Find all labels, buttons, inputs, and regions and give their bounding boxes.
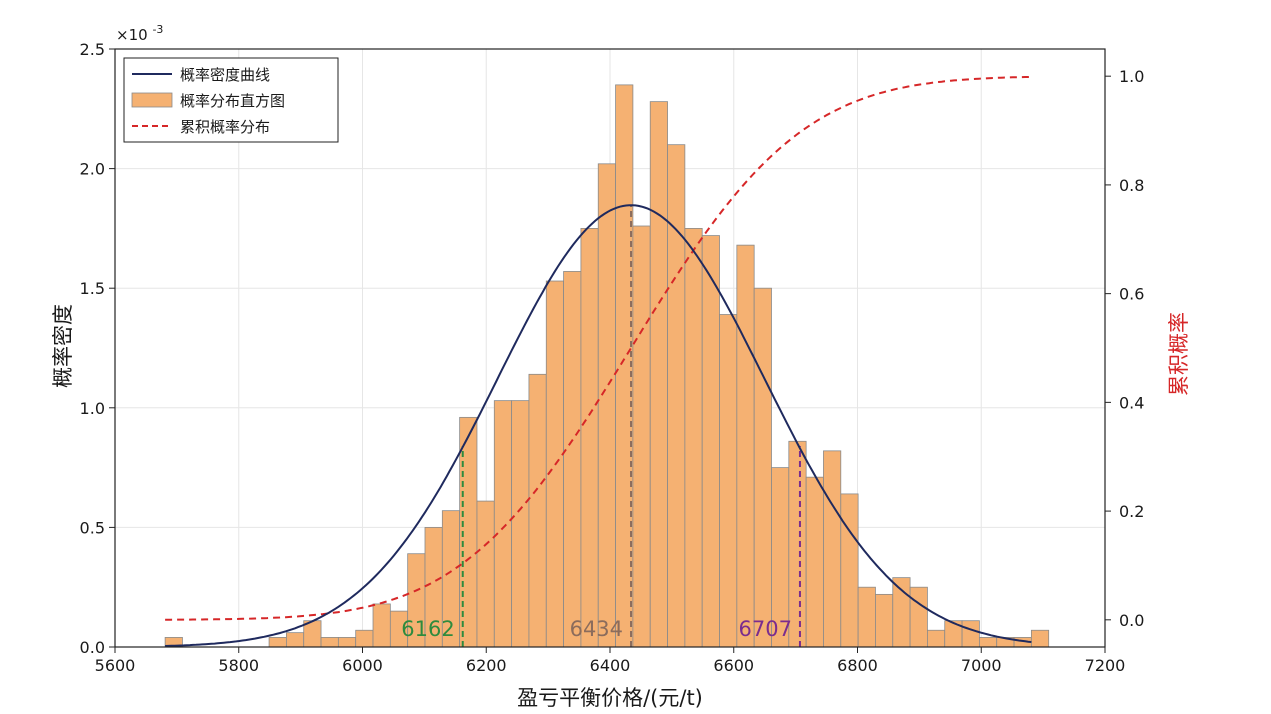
y-axis-right-title: 累积概率 [1167, 312, 1191, 396]
histogram-bar [268, 637, 287, 648]
x-tick-label: 5600 [95, 656, 136, 675]
marker-label: 6162 [401, 617, 454, 641]
x-tick-label: 5800 [218, 656, 259, 675]
histogram-bar [372, 603, 391, 648]
histogram-bar [528, 373, 547, 648]
histogram-bar [961, 620, 980, 648]
histogram-bar [580, 227, 599, 648]
histogram-bar [978, 637, 998, 648]
histogram-bar [285, 632, 305, 648]
histogram-bar [909, 586, 928, 648]
x-tick-label: 6200 [466, 656, 507, 675]
histogram-bar [753, 287, 772, 648]
y-axis-multiplier: ×10 -3 [116, 23, 163, 44]
x-tick-label: 7200 [1085, 656, 1126, 675]
y-axis-left-title: 概率密度 [51, 304, 75, 388]
y-right-tick-label: 0.2 [1119, 502, 1144, 521]
legend: 概率密度曲线 概率分布直方图 累积概率分布 [123, 57, 339, 143]
histogram-bar [719, 314, 738, 648]
histogram-bars [164, 84, 1050, 648]
histogram-bar [493, 400, 513, 648]
histogram-bar [684, 227, 703, 648]
x-tick-label: 6400 [590, 656, 631, 675]
histogram-bar [476, 500, 495, 648]
histogram-bar [649, 101, 668, 648]
x-tick-label: 6800 [837, 656, 878, 675]
histogram-bar [1030, 629, 1050, 648]
legend-label-density: 概率密度曲线 [180, 66, 270, 84]
x-tick-label: 6000 [342, 656, 383, 675]
y-right-tick-label: 1.0 [1119, 67, 1144, 86]
histogram-bar [320, 637, 339, 648]
histogram-bar [927, 629, 946, 648]
legend-swatch-histogram [131, 92, 173, 108]
y-left-tick-label: 0.5 [80, 518, 105, 537]
y-right-tick-label: 0.0 [1119, 611, 1144, 630]
percentile-markers [461, 204, 801, 647]
y-left-tick-label: 2.0 [80, 160, 105, 179]
y-left-tick-label: 1.5 [80, 279, 105, 298]
x-tick-label: 7000 [961, 656, 1002, 675]
x-axis-title: 盈亏平衡价格/(元/t) [517, 686, 703, 710]
axes: 5600 5800 6000 6200 6400 6600 6800 7000 7200 0.0 0… [80, 40, 1145, 675]
histogram-bar [875, 593, 894, 648]
y-left-tick-label: 1.0 [80, 399, 105, 418]
x-tick-label: 6600 [713, 656, 754, 675]
histogram-bar [736, 244, 755, 648]
histogram-bar [667, 144, 686, 648]
histogram-bar [805, 476, 824, 648]
cumulative-probability-curve [165, 75, 1032, 621]
histogram-bar [355, 629, 374, 648]
histogram-bar [892, 577, 911, 648]
histogram-bar [337, 637, 357, 648]
histogram-bar [563, 271, 582, 648]
legend-label-cumulative: 累积概率分布 [180, 118, 270, 136]
curves: 6162 6434 6707 [165, 75, 1032, 647]
histogram-bar [857, 586, 876, 648]
marker-label: 6434 [570, 617, 623, 641]
multiplier-exponent: -3 [152, 23, 163, 36]
histogram-bar [632, 225, 651, 648]
probability-density-curve [165, 204, 1032, 647]
legend-label-histogram: 概率分布直方图 [180, 92, 285, 110]
marker-label: 6707 [739, 617, 792, 641]
histogram-bar [840, 493, 859, 648]
histogram-bar [823, 450, 842, 648]
y-left-tick-label: 0.0 [80, 638, 105, 657]
y-right-tick-label: 0.4 [1119, 393, 1144, 412]
histogram-bar [511, 400, 530, 648]
histogram-bar [701, 235, 720, 648]
multiplier-base: ×10 [116, 26, 148, 44]
y-right-tick-label: 0.6 [1119, 285, 1144, 304]
y-left-tick-label: 2.5 [80, 40, 105, 59]
histogram-bar [597, 163, 616, 648]
y-right-tick-label: 0.8 [1119, 176, 1144, 195]
